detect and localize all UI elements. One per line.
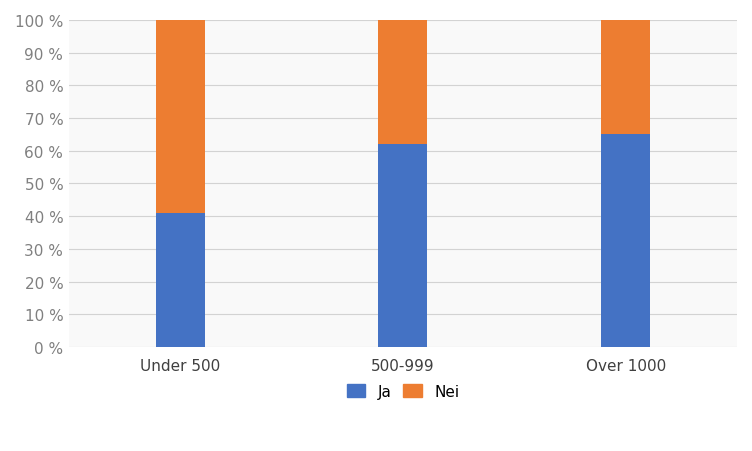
Bar [156, 21, 205, 213]
Bar [156, 213, 205, 347]
Legend: Ja, Nei: Ja, Nei [341, 377, 465, 405]
Bar [601, 135, 650, 347]
Bar [601, 21, 650, 135]
Bar [378, 21, 427, 145]
Bar [378, 145, 427, 347]
